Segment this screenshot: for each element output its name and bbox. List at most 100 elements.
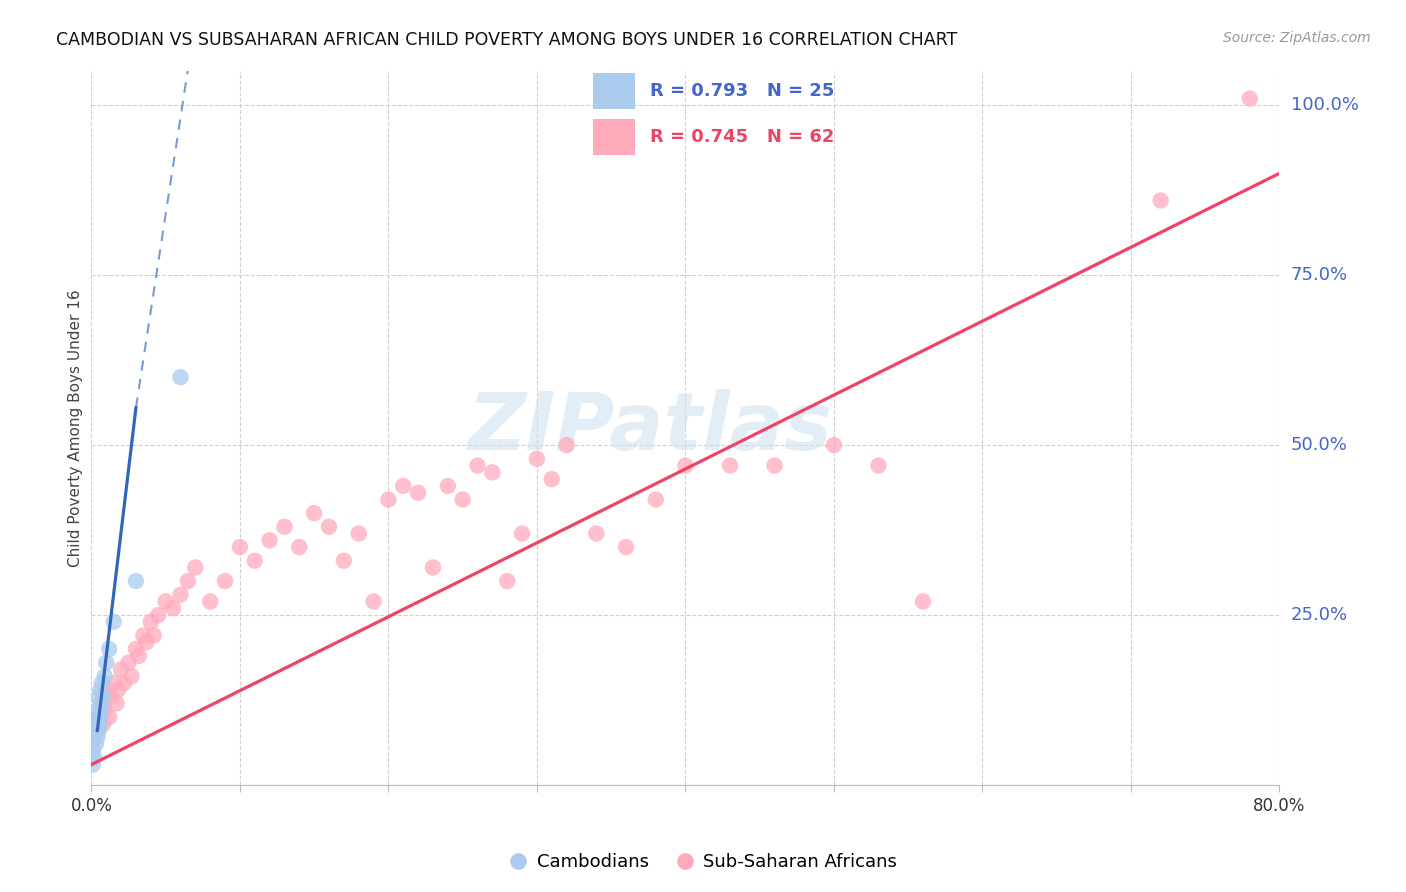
Point [644, 492, 666, 507]
Point [614, 540, 637, 554]
Point [125, 574, 148, 588]
Point [823, 438, 845, 452]
FancyBboxPatch shape [592, 73, 636, 109]
Point [243, 554, 266, 568]
Point [87, 710, 110, 724]
Point [91, 716, 114, 731]
Point [84, 737, 107, 751]
Point [148, 608, 170, 623]
Point [87, 690, 110, 704]
Point [555, 438, 578, 452]
Point [90, 697, 112, 711]
Text: 75.0%: 75.0% [1291, 266, 1348, 285]
Y-axis label: Child Poverty Among Boys Under 16: Child Poverty Among Boys Under 16 [67, 289, 83, 567]
Point [169, 370, 191, 384]
Point [87, 710, 110, 724]
Point [526, 451, 548, 466]
Point [98, 642, 121, 657]
Text: Source: ZipAtlas.com: Source: ZipAtlas.com [1223, 31, 1371, 45]
Point [177, 574, 200, 588]
Point [84, 710, 107, 724]
Point [87, 723, 110, 738]
Point [214, 574, 236, 588]
Point [436, 479, 458, 493]
Text: ZIPatlas: ZIPatlas [467, 389, 832, 467]
Point [392, 479, 415, 493]
Point [347, 526, 370, 541]
Point [98, 710, 121, 724]
Point [90, 703, 112, 717]
Point [451, 492, 474, 507]
Point [89, 716, 111, 731]
Point [288, 540, 311, 554]
Point [868, 458, 890, 473]
Point [184, 560, 207, 574]
Point [89, 682, 111, 697]
Point [169, 588, 191, 602]
Point [422, 560, 444, 574]
Text: R = 0.745   N = 62: R = 0.745 N = 62 [650, 128, 834, 145]
Point [135, 635, 157, 649]
Point [162, 601, 184, 615]
Point [155, 594, 177, 608]
Point [259, 533, 281, 548]
Point [673, 458, 696, 473]
Point [121, 669, 143, 683]
Point [302, 506, 325, 520]
Point [718, 458, 741, 473]
Point [112, 676, 135, 690]
Text: R = 0.793   N = 25: R = 0.793 N = 25 [650, 82, 834, 100]
Point [103, 676, 125, 690]
FancyBboxPatch shape [592, 119, 636, 155]
Point [125, 642, 148, 657]
Point [496, 574, 519, 588]
Text: 50.0%: 50.0% [1291, 436, 1347, 454]
Point [132, 628, 155, 642]
Point [82, 757, 104, 772]
Point [406, 485, 429, 500]
Point [510, 526, 533, 541]
Point [273, 519, 295, 533]
Text: CAMBODIAN VS SUBSAHARAN AFRICAN CHILD POVERTY AMONG BOYS UNDER 16 CORRELATION CH: CAMBODIAN VS SUBSAHARAN AFRICAN CHILD PO… [56, 31, 957, 49]
Point [96, 682, 118, 697]
Point [103, 615, 125, 629]
Point [363, 594, 385, 608]
Point [229, 540, 252, 554]
Point [110, 662, 132, 676]
Point [763, 458, 786, 473]
Point [139, 615, 162, 629]
Point [105, 697, 128, 711]
Point [117, 656, 139, 670]
Point [84, 723, 107, 738]
Point [94, 669, 117, 683]
Text: 25.0%: 25.0% [1291, 606, 1348, 624]
Point [89, 697, 111, 711]
Point [86, 703, 108, 717]
Point [467, 458, 489, 473]
Point [82, 744, 104, 758]
Point [1149, 194, 1171, 208]
Point [481, 466, 503, 480]
Point [1239, 91, 1261, 105]
Point [128, 648, 150, 663]
Point [100, 690, 122, 704]
Point [333, 554, 356, 568]
Point [585, 526, 607, 541]
Point [142, 628, 165, 642]
Point [86, 716, 108, 731]
Point [90, 676, 112, 690]
Point [540, 472, 562, 486]
Point [83, 751, 105, 765]
Point [377, 492, 399, 507]
Point [86, 731, 108, 745]
Point [911, 594, 934, 608]
Point [318, 519, 340, 533]
Point [91, 690, 114, 704]
Point [200, 594, 222, 608]
Point [83, 731, 105, 745]
Point [94, 703, 117, 717]
Text: 100.0%: 100.0% [1291, 96, 1358, 114]
Point [96, 656, 118, 670]
Legend: Cambodians, Sub-Saharan Africans: Cambodians, Sub-Saharan Africans [502, 847, 904, 879]
Point [107, 682, 129, 697]
